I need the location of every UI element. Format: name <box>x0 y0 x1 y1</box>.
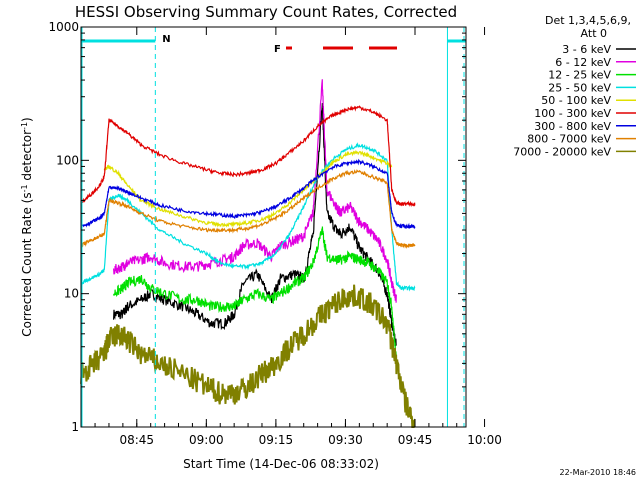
x-tick-label: 09:15 <box>259 433 294 447</box>
legend-label: 3 - 6 keV <box>562 43 611 56</box>
legend-header-1: Det 1,3,4,5,6,9, <box>545 14 631 27</box>
series-line-2 <box>113 79 397 303</box>
y-label-main: Corrected Count Rate (s <box>20 192 34 336</box>
y-tick-label: 100 <box>56 153 79 167</box>
legend-label: 12 - 25 keV <box>548 69 611 82</box>
legend-label: 6 - 12 keV <box>555 56 611 69</box>
plot-frame <box>80 26 467 428</box>
series-line-4 <box>80 142 416 292</box>
series-line-5 <box>103 149 393 228</box>
legend-label: 25 - 50 keV <box>548 81 611 94</box>
x-axis-label: Start Time (14-Dec-06 08:33:02) <box>183 457 379 471</box>
y-label-mid: detector <box>20 130 34 185</box>
series-layer <box>80 79 416 428</box>
legend-label: 50 - 100 keV <box>541 94 611 107</box>
legend-label: 100 - 300 keV <box>534 107 611 120</box>
x-tick-label: 10:00 <box>467 433 502 447</box>
series-line-6 <box>80 105 416 208</box>
timestamp: 22-Mar-2010 18:46 <box>560 468 637 477</box>
series-line-8 <box>80 169 416 249</box>
y-label-exp1: -1 <box>20 184 29 192</box>
series-line-3 <box>113 226 397 358</box>
y-tick-label: 10 <box>64 287 79 301</box>
series-line-7 <box>80 158 416 229</box>
x-tick-label: 09:00 <box>189 433 224 447</box>
x-tick-label: 08:45 <box>119 433 154 447</box>
legend-label: 300 - 800 keV <box>534 120 611 133</box>
legend-header-2: Att 0 <box>581 27 607 40</box>
series-line-9 <box>80 284 416 428</box>
flare-marker-f: F <box>274 44 281 55</box>
series-line-1 <box>113 103 397 347</box>
y-tick-label: 1000 <box>48 20 79 34</box>
y-tick-label: 1 <box>71 420 79 434</box>
tick-layer: 1000 100 10 1 08:45 09:00 09:15 09:30 09:45 10:00 <box>48 20 501 447</box>
y-label-end: ) <box>20 117 34 122</box>
y-label-exp2: -1 <box>20 122 29 130</box>
night-marker-n: N <box>162 34 170 45</box>
y-axis-label: Corrected Count Rate (s-1 detector-1) <box>20 117 35 336</box>
overlay-layer: NF <box>81 27 466 427</box>
legend-label: 800 - 7000 keV <box>527 133 611 146</box>
chart-title: HESSI Observing Summary Count Rates, Cor… <box>75 3 457 21</box>
x-tick-label: 09:30 <box>328 433 363 447</box>
x-tick-label: 09:45 <box>398 433 433 447</box>
legend-label: 7000 - 20000 keV <box>513 145 611 158</box>
